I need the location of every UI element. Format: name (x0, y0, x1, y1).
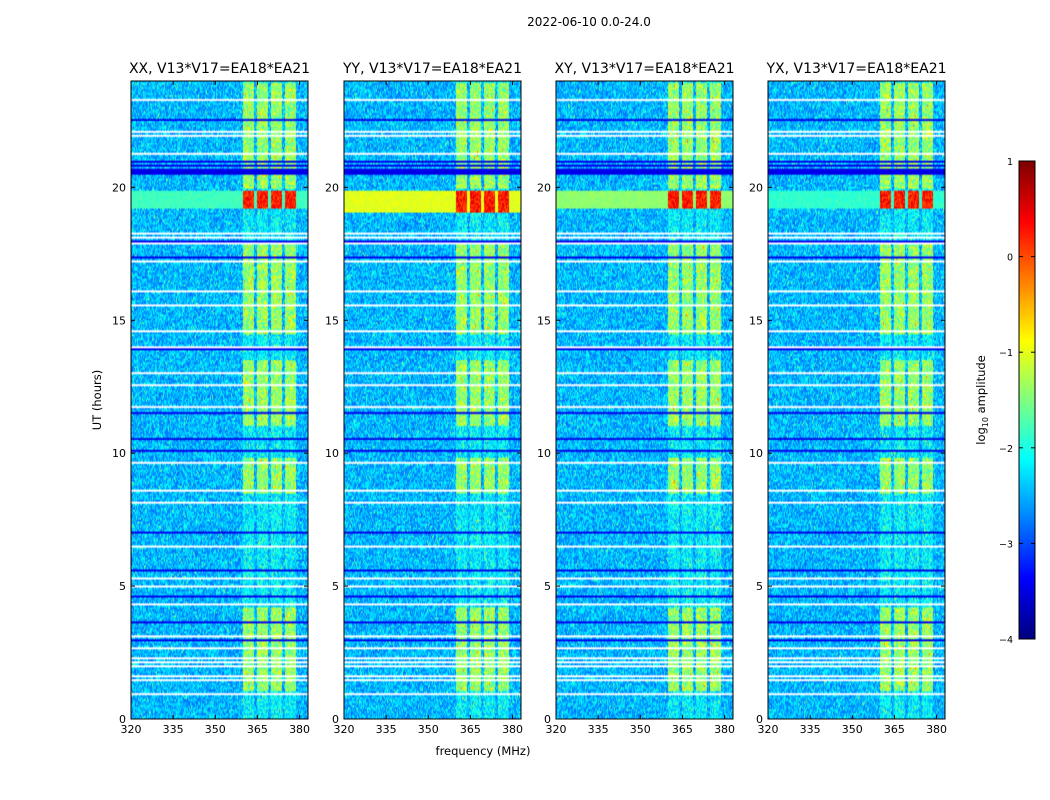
colorbar-label-prefix: log (974, 427, 988, 445)
colorbar-tick-label: 1 (1007, 157, 1013, 168)
colorbar-label-subscript: 10 (981, 417, 990, 427)
y-tick-label: 15 (749, 314, 763, 327)
x-tick-label: 350 (630, 723, 651, 736)
x-tick-label: 365 (672, 723, 693, 736)
colorbar-tick-label: −4 (999, 635, 1013, 646)
x-tick-label: 320 (546, 723, 567, 736)
panel-0: XX, V13*V17=EA18*EA21 320 335 350 365 380 0 5 10… (112, 61, 310, 736)
panel-title-2: XY, V13*V17=EA18*EA21 (554, 61, 734, 77)
figure-title: 2022-06-10 0.0-24.0 (527, 15, 651, 29)
panel-title-3: YX, V13*V17=EA18*EA21 (765, 61, 946, 77)
x-tick-label: 335 (800, 723, 821, 736)
y-tick-label: 20 (537, 181, 551, 194)
x-axis-label: frequency (MHz) (436, 744, 531, 758)
panel-frame-0 (130, 80, 309, 720)
x-tick-label: 365 (884, 723, 905, 736)
x-tick-label: 365 (460, 723, 481, 736)
y-tick-label: 0 (119, 713, 126, 726)
y-tick-label: 15 (325, 314, 339, 327)
panels: XX, V13*V17=EA18*EA21 320 335 350 365 380 0 5 10… (112, 61, 947, 736)
x-tick-label: 350 (842, 723, 863, 736)
heatmap-image-2 (556, 81, 733, 719)
x-tick-label: 335 (163, 723, 184, 736)
x-tick-label: 350 (205, 723, 226, 736)
colorbar-gradient (1019, 161, 1035, 639)
x-tick-label: 350 (418, 723, 439, 736)
panel-frame-3 (767, 80, 946, 720)
x-tick-label: 365 (247, 723, 268, 736)
colorbar-tick-label: −2 (999, 444, 1013, 455)
x-tick-label: 335 (588, 723, 609, 736)
y-tick-label: 0 (544, 713, 551, 726)
y-tick-label: 0 (756, 713, 763, 726)
y-axis-label: UT (hours) (90, 370, 104, 430)
panel-2: XY, V13*V17=EA18*EA21 320 335 350 365 380 0 5 10… (537, 61, 735, 736)
x-tick-label: 320 (334, 723, 355, 736)
x-tick-label: 320 (758, 723, 779, 736)
colorbar-tick-label: −3 (999, 539, 1013, 550)
panel-3: YX, V13*V17=EA18*EA21 320 335 350 365 380 0 5 10… (749, 61, 947, 736)
x-tick-label: 335 (376, 723, 397, 736)
colorbar-label: log10 amplitude (974, 355, 990, 445)
colorbar-tick-label: 0 (1007, 253, 1013, 264)
panel-title-1: YY, V13*V17=EA18*EA21 (342, 61, 522, 77)
heatmap-image-0 (131, 81, 308, 719)
y-tick-label: 15 (537, 314, 551, 327)
y-tick-label: 20 (749, 181, 763, 194)
heatmap-image-3 (768, 81, 945, 719)
x-tick-label: 380 (289, 723, 310, 736)
x-tick-label: 320 (121, 723, 142, 736)
y-tick-label: 10 (537, 447, 551, 460)
x-tick-label: 380 (502, 723, 523, 736)
x-tick-label: 380 (926, 723, 947, 736)
y-tick-label: 5 (756, 580, 763, 593)
heatmap-image-1 (344, 81, 521, 719)
panel-1: YY, V13*V17=EA18*EA21 320 335 350 365 380 0 5 10… (325, 61, 523, 736)
panel-frame-2 (555, 80, 734, 720)
panel-title-0: XX, V13*V17=EA18*EA21 (129, 61, 310, 77)
y-tick-label: 20 (325, 181, 339, 194)
y-tick-label: 5 (119, 580, 126, 593)
y-tick-label: 10 (749, 447, 763, 460)
y-tick-label: 5 (332, 580, 339, 593)
y-tick-label: 5 (544, 580, 551, 593)
y-tick-label: 10 (112, 447, 126, 460)
y-tick-label: 0 (332, 713, 339, 726)
colorbar-label-suffix: amplitude (974, 355, 988, 417)
y-tick-label: 20 (112, 181, 126, 194)
panel-frame-1 (343, 80, 522, 720)
y-tick-label: 10 (325, 447, 339, 460)
colorbar-frame (1018, 160, 1036, 640)
colorbar-tick-label: −1 (999, 348, 1013, 359)
x-tick-label: 380 (714, 723, 735, 736)
y-tick-label: 15 (112, 314, 126, 327)
